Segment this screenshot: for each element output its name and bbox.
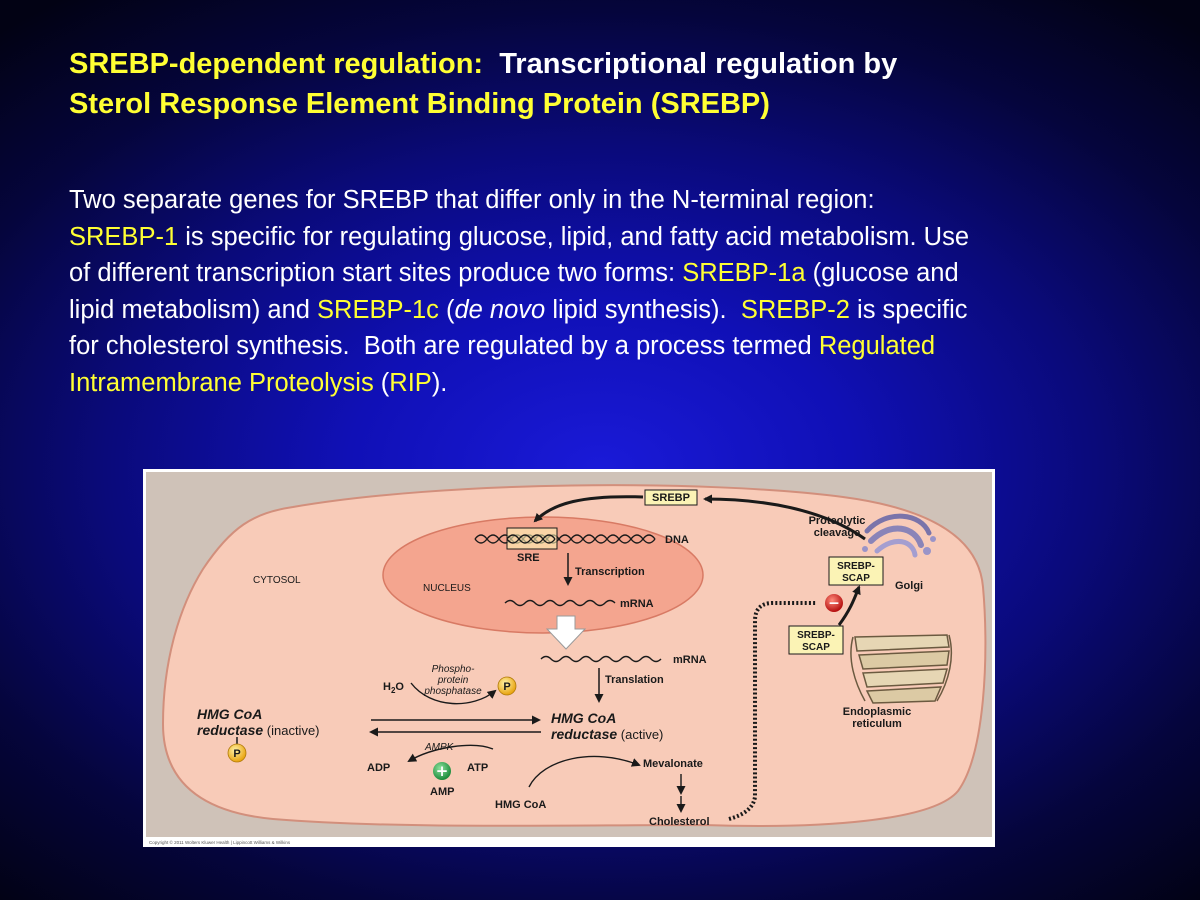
endoplasmic-reticulum bbox=[850, 634, 953, 704]
term-srebp-2: SREBP-2 bbox=[740, 295, 850, 324]
term-rip: RIP bbox=[389, 368, 432, 397]
translation-label: Translation bbox=[605, 674, 664, 686]
phosphatase-arrow bbox=[410, 682, 497, 705]
body-text-segment: is specific for regulating glucose, lipi… bbox=[178, 222, 969, 251]
body-line-1: Two separate genes for SREBP that differ… bbox=[69, 182, 1169, 219]
srebp-scap-golgi-box bbox=[828, 556, 884, 586]
cell-cytosol bbox=[161, 484, 987, 827]
body-text-segment: for cholesterol synthesis. Both are regu… bbox=[69, 332, 819, 360]
cytosol-label: CYTOSOL bbox=[253, 575, 301, 586]
dna-label: DNA bbox=[665, 534, 689, 546]
inhibitor-symbol: − bbox=[828, 596, 840, 612]
title-highlight: SREBP-dependent regulation: bbox=[69, 48, 484, 80]
hmg-coa-label: HMG CoA bbox=[495, 799, 546, 811]
srebp-scap-golgi-line-2: SCAP bbox=[842, 573, 870, 584]
body-text-segment: is specific bbox=[849, 295, 968, 324]
title-rest: Transcriptional regulation by bbox=[483, 48, 898, 80]
er-label-line-2: reticulum bbox=[852, 718, 902, 730]
mrna-cytosol-label: mRNA bbox=[673, 654, 707, 666]
hmg-active-line-1: HMG CoA bbox=[551, 710, 616, 726]
arrow-to-mevalonate bbox=[528, 755, 641, 788]
adp-label: ADP bbox=[367, 762, 390, 774]
arrow-er-to-golgi bbox=[837, 585, 861, 626]
amp-label: AMP bbox=[430, 786, 454, 798]
body-line-5: for cholesterol synthesis. Both are regu… bbox=[69, 328, 1169, 365]
body-text-segment: lipid metabolism) and bbox=[69, 295, 318, 324]
er-label-line-1: Endoplasmic bbox=[843, 706, 911, 718]
cholesterol-feedback-line bbox=[728, 601, 817, 821]
phosphate-bound-icon bbox=[227, 743, 247, 763]
hmg-active-line-2: reductase (active) bbox=[551, 726, 663, 742]
transcription-label: Transcription bbox=[575, 566, 645, 578]
term-srebp-1: SREBP-1 bbox=[69, 222, 179, 251]
cholesterol-label: Cholesterol bbox=[649, 816, 710, 828]
mrna-nucleus-label: mRNA bbox=[620, 598, 654, 610]
phosphatase-label-line-3: phosphatase bbox=[423, 686, 482, 697]
copyright-label: Copyright © 2011 Wolters Kluwer Health |… bbox=[149, 839, 291, 845]
hmg-inactive-line-2: reductase (inactive) bbox=[197, 722, 320, 738]
activator-icon bbox=[433, 762, 451, 780]
ampk-arrow bbox=[407, 744, 494, 763]
body-line-6: Intramembrane Proteolysis (RIP). bbox=[69, 365, 1169, 402]
body-text-segment: of different transcription start sites p… bbox=[69, 259, 683, 287]
phosphatase-label-line-1: Phospho- bbox=[432, 664, 475, 675]
term-regulated: Regulated bbox=[818, 332, 936, 360]
body-line-3: of different transcription start sites p… bbox=[69, 255, 1169, 292]
srebp-scap-er-line-1: SREBP- bbox=[797, 630, 835, 641]
cleavage-label: cleavage bbox=[814, 527, 860, 539]
body-line-2: SREBP-1 is specific for regulating gluco… bbox=[69, 219, 1169, 256]
inhibitor-icon bbox=[825, 594, 843, 612]
nucleus-label: NUCLEUS bbox=[423, 583, 471, 594]
arrow-srebp-to-sre bbox=[533, 495, 644, 523]
srebp-scap-er-box bbox=[788, 625, 844, 655]
h2o-label: H2O bbox=[383, 681, 404, 695]
srebp-scap-er-line-2: SCAP bbox=[802, 642, 830, 653]
phosphatase-label-line-2: protein bbox=[437, 675, 469, 686]
hmg-inactive-line-1: HMG CoA bbox=[197, 706, 262, 722]
export-arrow bbox=[545, 615, 587, 650]
body-text-segment: ( bbox=[373, 368, 390, 397]
phosphate-released-icon bbox=[497, 676, 517, 696]
term-srebp-1a: SREBP-1a bbox=[682, 259, 806, 287]
body-text-segment: ). bbox=[431, 368, 448, 397]
title-line-2: Sterol Response Element Binding Protein … bbox=[69, 88, 770, 120]
term-de-novo: de novo bbox=[454, 295, 546, 324]
body-line-4: lipid metabolism) and SREBP-1c (de novo … bbox=[69, 292, 1169, 329]
body-text-segment: lipid synthesis). bbox=[545, 295, 741, 324]
golgi-apparatus bbox=[862, 513, 936, 558]
cytosolic-mrna bbox=[540, 655, 662, 663]
phosphate-released-label: P bbox=[503, 681, 510, 693]
activator-symbol: + bbox=[436, 762, 449, 780]
title-line-1: SREBP-dependent regulation: Transcriptio… bbox=[69, 44, 1149, 84]
arrow-golgi-to-srebp bbox=[703, 494, 866, 541]
dna-helix bbox=[474, 534, 656, 544]
mevalonate-label: Mevalonate bbox=[643, 758, 703, 770]
body-text-segment: (glucose and bbox=[805, 259, 959, 287]
ampk-label: AMPK bbox=[424, 742, 455, 753]
term-intramembrane-proteolysis: Intramembrane Proteolysis bbox=[69, 368, 374, 397]
srebp-scap-golgi-line-1: SREBP- bbox=[837, 561, 875, 572]
golgi-label: Golgi bbox=[895, 580, 923, 592]
nuclear-mrna bbox=[504, 599, 616, 607]
srebp-label: SREBP bbox=[652, 492, 690, 504]
srebp-diagram: SREBP Proteolytic cleavage DNA SRE Trans… bbox=[143, 469, 995, 847]
sre-label: SRE bbox=[517, 552, 540, 564]
slide-title: SREBP-dependent regulation: Transcriptio… bbox=[69, 44, 1149, 124]
body-text-segment: ( bbox=[438, 295, 455, 324]
phosphate-bound-label: P bbox=[233, 748, 240, 760]
term-srebp-1c: SREBP-1c bbox=[317, 295, 439, 324]
body-paragraph: Two separate genes for SREBP that differ… bbox=[69, 182, 1169, 401]
atp-label: ATP bbox=[467, 762, 488, 774]
diagram-canvas: SREBP Proteolytic cleavage DNA SRE Trans… bbox=[146, 472, 992, 845]
proteolytic-label: Proteolytic bbox=[809, 515, 866, 527]
body-text-segment: Two separate genes for SREBP that differ… bbox=[69, 186, 875, 214]
srebp-box bbox=[644, 489, 698, 506]
